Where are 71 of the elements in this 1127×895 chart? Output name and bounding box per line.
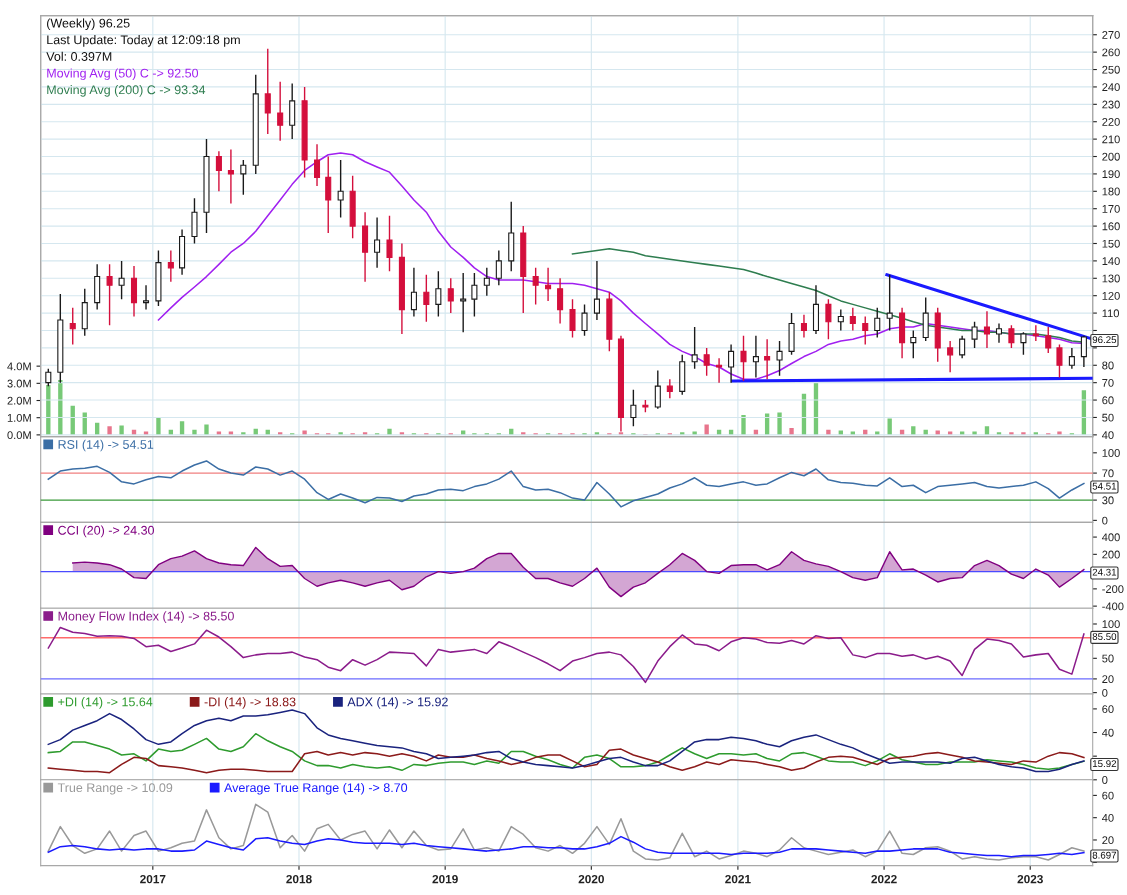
y-tick-label: 210: [1102, 135, 1120, 144]
x-tick-label: 2020: [578, 874, 604, 884]
legend-label: Average True Range (14) -> 8.70: [224, 782, 408, 795]
legend-label: Money Flow Index (14) -> 85.50: [58, 611, 234, 623]
legend-label: -DI (14) -> 18.83: [204, 697, 296, 709]
x-tick-label: 2021: [725, 874, 751, 884]
chart-title: (Weekly) 96.25: [47, 18, 130, 31]
y-tick-label: 60: [1102, 396, 1114, 405]
y-tick-label: -400: [1102, 602, 1124, 611]
text: Moving Avg (200) C -> 93.34: [47, 85, 206, 97]
annotation: Vol: 0.397M: [46, 51, 112, 61]
y-tick-label: 100: [1102, 449, 1120, 457]
y-tick-label: 20: [1102, 836, 1114, 845]
annotation: 85.50: [1092, 633, 1117, 641]
y-tick-label: 250: [1102, 65, 1120, 74]
x-tick-label: 2019: [432, 874, 458, 884]
y-tick-label: 0: [1102, 776, 1108, 784]
y-tick-label: 260: [1102, 48, 1120, 57]
y-tick-label: 200: [1102, 152, 1120, 161]
y-tick-label: 70: [1102, 469, 1114, 478]
text: Moving Avg (50) C -> 92.50: [47, 68, 199, 81]
y-tick-label: 60: [1102, 705, 1114, 714]
y-tick-label: 50: [1102, 413, 1114, 422]
legend-label: +DI (14) -> 15.64: [58, 697, 153, 709]
y-tick-label: 100: [1102, 620, 1120, 629]
annotation: 24.31: [1092, 568, 1117, 576]
y-tick-label: 40: [1101, 813, 1114, 822]
y-tick-label: 180: [1102, 187, 1120, 196]
y-tick-label: 20: [1102, 675, 1114, 684]
y-tick-label: 60: [1102, 791, 1114, 800]
y-tick-label: 160: [1102, 222, 1120, 231]
y-tick-label: 0: [1102, 688, 1108, 697]
y-tick-label: 40: [1101, 431, 1114, 439]
y-tick-label: 200: [1102, 550, 1120, 559]
y-tick-label: 270: [1102, 31, 1120, 39]
legend-label: True Range -> 10.09: [57, 783, 173, 795]
annotation: 54.51: [1092, 482, 1117, 490]
y-tick-label: 240: [1102, 83, 1120, 92]
y-tick-label: 120: [1102, 291, 1120, 300]
y-tick-label: 170: [1102, 204, 1120, 213]
y2-tick-label: 2.0M: [7, 396, 31, 405]
y-tick-label: 70: [1102, 378, 1114, 387]
y2-tick-label: 4.0M: [7, 362, 31, 371]
y-tick-label: 190: [1102, 170, 1120, 179]
legend-label: CCI (20) -> 24.30: [58, 525, 154, 538]
y-tick-label: 30: [1102, 496, 1114, 505]
legend-label: RSI (14) -> 54.51: [58, 439, 154, 452]
y-tick-label: 50: [1102, 654, 1114, 663]
y-tick-label: 400: [1101, 533, 1120, 542]
y-tick-label: 80: [1102, 361, 1114, 370]
legend-label: ADX (14) -> 15.92: [347, 697, 448, 709]
y-tick-label: 0: [1102, 516, 1108, 525]
y-tick-label: 220: [1102, 117, 1120, 126]
y-tick-label: -200: [1102, 585, 1124, 593]
y2-tick-label: 1.0M: [7, 413, 31, 422]
annotation: 8.697: [1092, 851, 1117, 859]
y-tick-label: 230: [1102, 100, 1120, 109]
y-tick-label: 110: [1102, 309, 1120, 318]
x-tick-label: 2023: [1017, 874, 1043, 884]
text: Last Update: Today at 12:09:18 pm: [47, 35, 240, 47]
y2-tick-label: 0.0M: [7, 431, 31, 440]
annotation: 96.25: [1092, 336, 1117, 344]
x-tick-label: 2022: [871, 874, 897, 884]
y-tick-label: 150: [1102, 239, 1120, 248]
x-tick-label: 2018: [286, 874, 312, 884]
y-tick-label: 40: [1101, 728, 1114, 737]
annotation: 15.92: [1092, 760, 1117, 768]
y2-tick-label: 3.0M: [7, 379, 31, 388]
y-tick-label: 140: [1102, 257, 1120, 266]
x-tick-label: 2017: [140, 874, 166, 884]
y-tick-label: 130: [1102, 274, 1120, 283]
